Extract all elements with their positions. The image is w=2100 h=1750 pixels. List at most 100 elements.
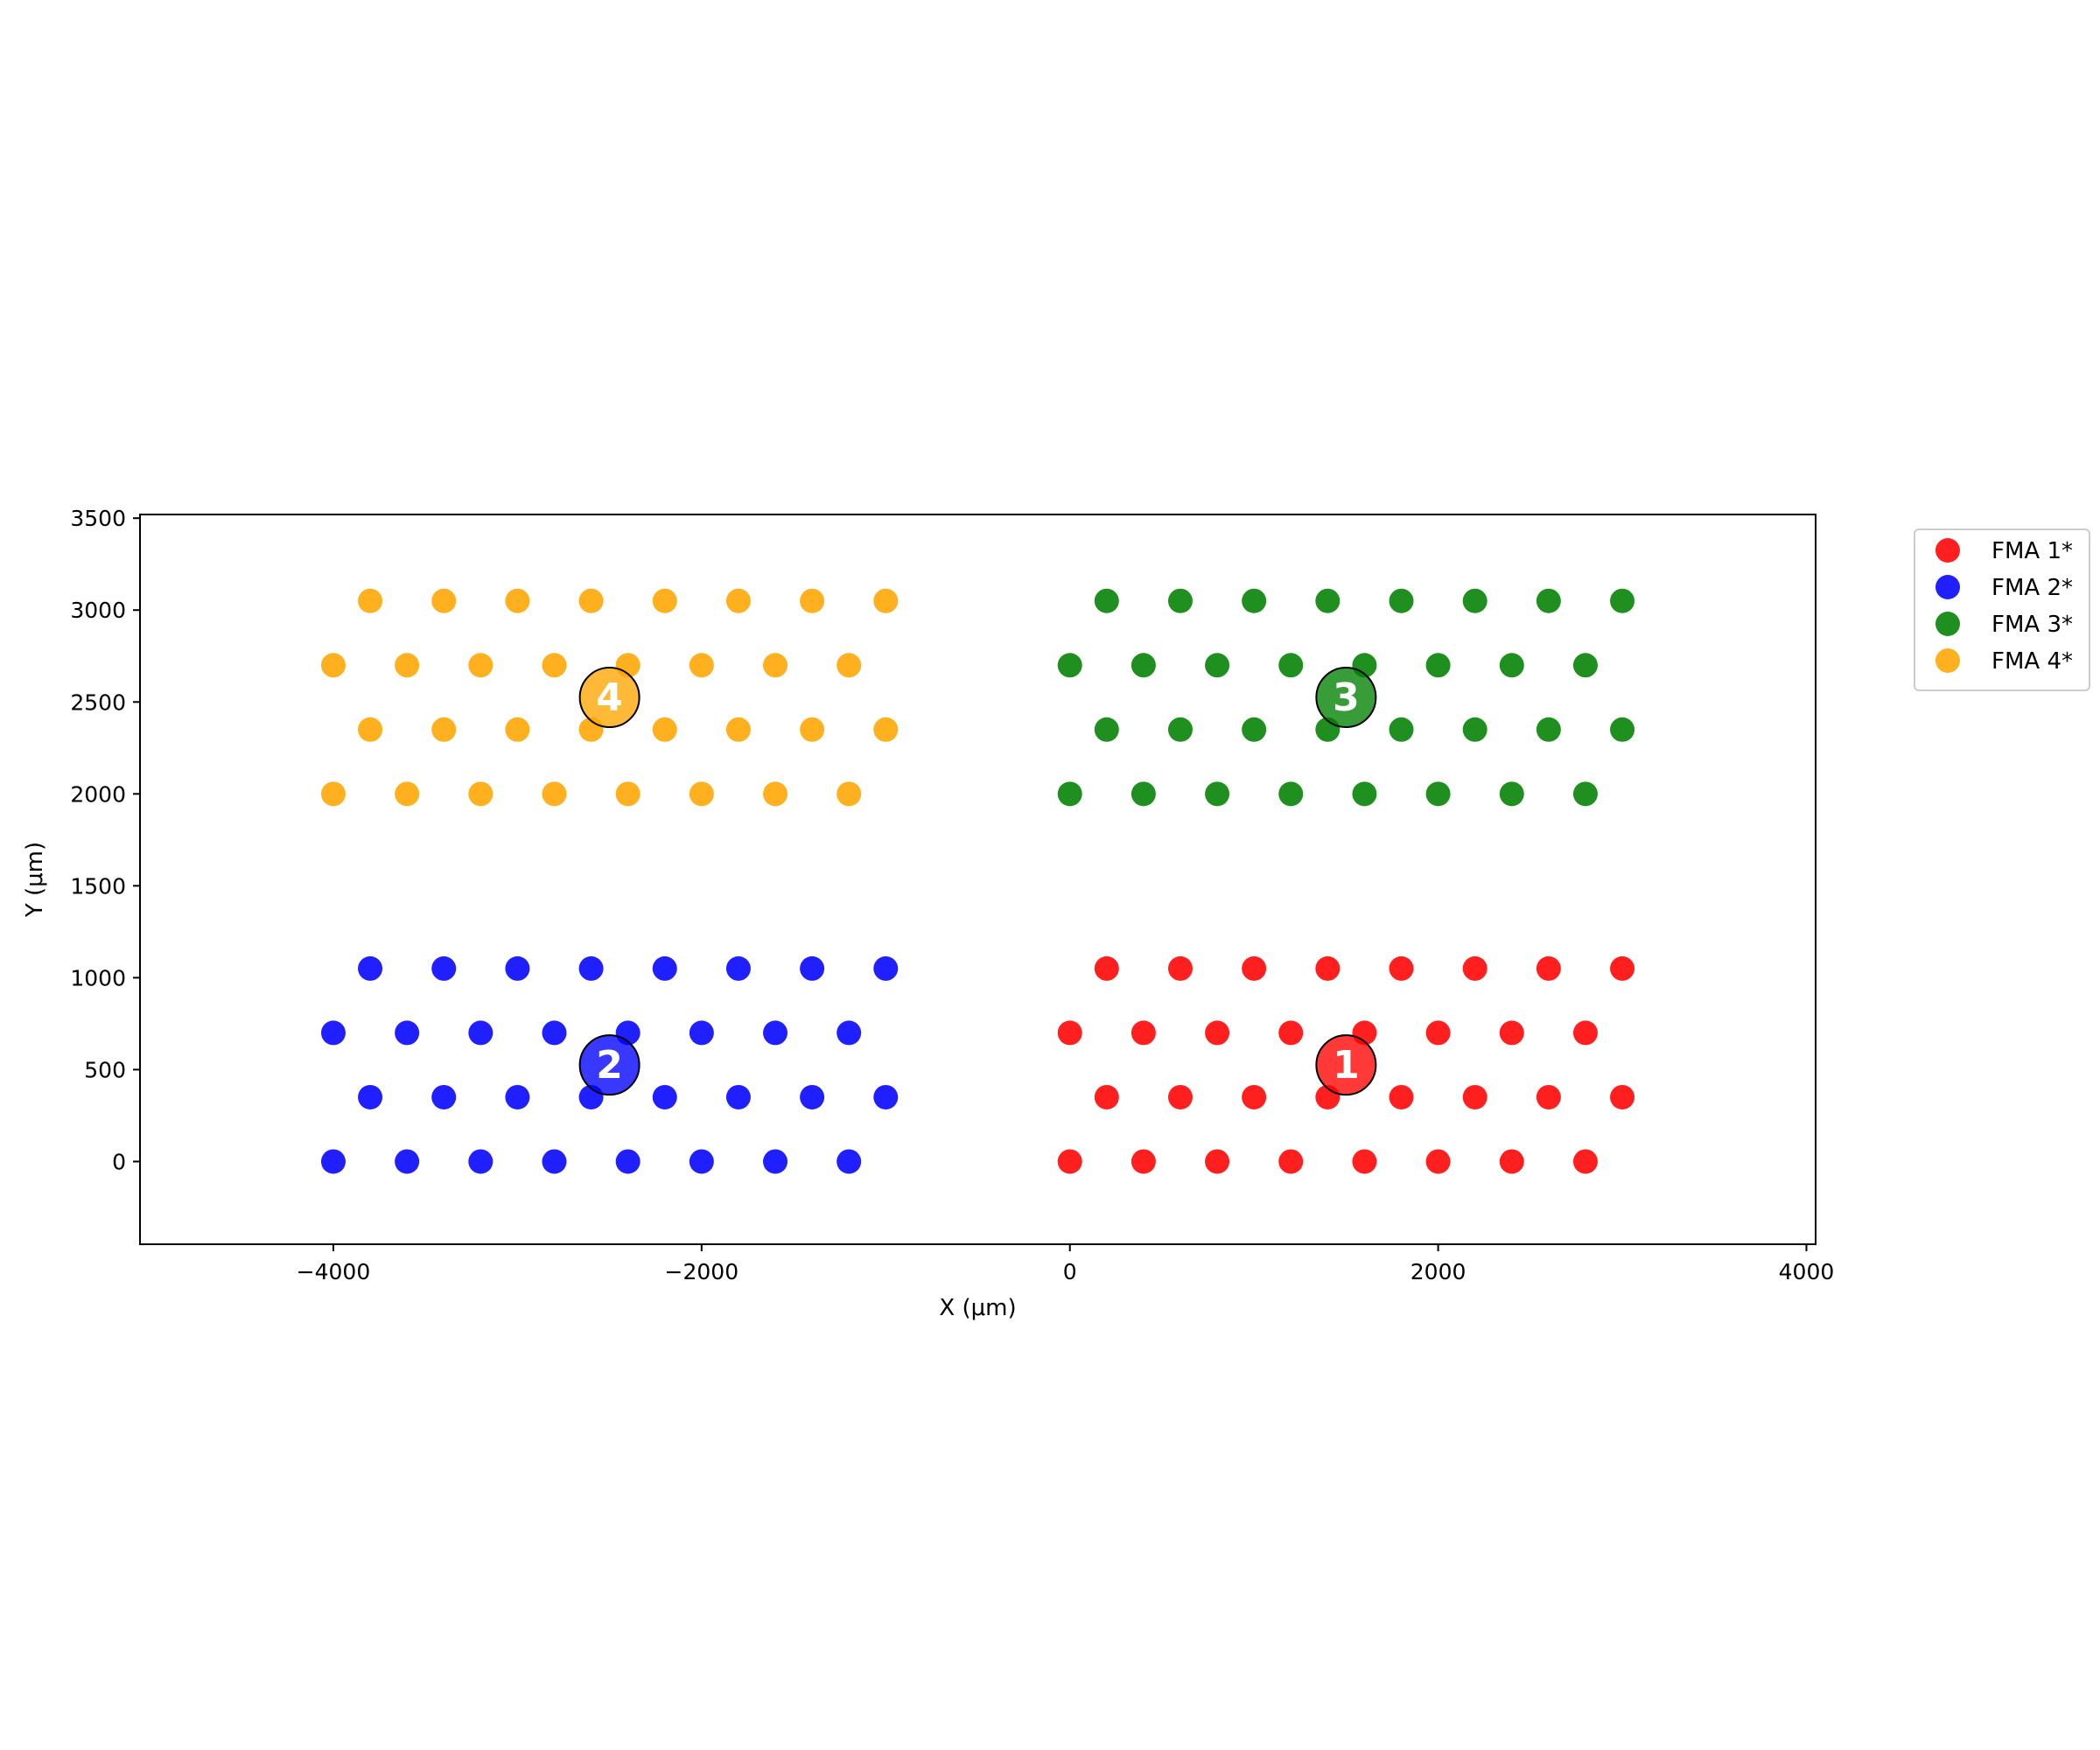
legend-label: FMA 4* xyxy=(1992,648,2073,675)
data-point xyxy=(542,781,567,807)
data-point xyxy=(431,956,457,981)
data-point xyxy=(358,588,383,613)
data-point xyxy=(1425,1149,1451,1174)
y-axis-ticks: 0 500 1000 1500 2000 2500 3000 3500 xyxy=(70,506,140,1174)
center-marker xyxy=(578,667,640,729)
data-point xyxy=(1315,588,1340,613)
data-point xyxy=(1130,1020,1156,1046)
legend-marker xyxy=(1936,575,1960,599)
data-point xyxy=(320,653,346,678)
data-point xyxy=(1536,1084,1561,1110)
data-point xyxy=(1572,1149,1598,1174)
x-tick-label: −2000 xyxy=(665,1259,739,1284)
data-point xyxy=(578,956,604,981)
data-point xyxy=(836,1020,862,1046)
y-tick-label: 0 xyxy=(112,1149,126,1174)
data-point xyxy=(1057,1020,1082,1046)
data-point xyxy=(1462,1084,1488,1110)
y-tick-label: 1500 xyxy=(70,873,126,899)
data-point xyxy=(468,653,494,678)
data-point xyxy=(873,956,899,981)
data-point xyxy=(1278,1020,1304,1046)
data-point xyxy=(1130,781,1156,807)
data-point xyxy=(689,781,714,807)
legend-label: FMA 3* xyxy=(1992,612,2073,638)
data-point xyxy=(1094,588,1119,613)
data-point xyxy=(689,1020,714,1046)
y-tick-label: 1000 xyxy=(70,965,126,990)
data-point xyxy=(1499,653,1524,678)
data-point xyxy=(1057,781,1082,807)
data-point xyxy=(652,956,677,981)
y-tick-label: 3500 xyxy=(70,506,126,531)
data-point xyxy=(1167,1084,1193,1110)
data-point xyxy=(542,1020,567,1046)
y-axis-label: Y (μm) xyxy=(22,842,48,918)
data-point xyxy=(320,1020,346,1046)
data-point xyxy=(1389,956,1414,981)
data-point xyxy=(1389,1084,1414,1110)
data-point xyxy=(763,1149,788,1174)
data-point xyxy=(873,588,899,613)
data-point xyxy=(1389,588,1414,613)
x-axis-label: X (μm) xyxy=(939,1295,1016,1321)
data-point xyxy=(1278,781,1304,807)
data-point xyxy=(800,717,825,742)
data-point xyxy=(431,588,457,613)
legend-box xyxy=(1914,528,2090,691)
data-point xyxy=(578,588,604,613)
data-point xyxy=(1536,588,1561,613)
data-point xyxy=(431,717,457,742)
data-point xyxy=(725,1084,751,1110)
data-point xyxy=(800,956,825,981)
data-point xyxy=(1425,1020,1451,1046)
data-point xyxy=(358,956,383,981)
data-point xyxy=(1536,956,1561,981)
center-marker xyxy=(578,1034,640,1096)
data-point xyxy=(505,588,530,613)
data-point xyxy=(395,1149,420,1174)
data-point xyxy=(1462,717,1488,742)
data-point xyxy=(615,1149,640,1174)
x-tick-label: 4000 xyxy=(1779,1259,1835,1284)
data-point xyxy=(652,1084,677,1110)
center-marker-label: 1 xyxy=(1333,1043,1360,1088)
data-point xyxy=(395,1020,420,1046)
data-point xyxy=(1242,956,1267,981)
data-point xyxy=(1057,653,1082,678)
y-tick-label: 2000 xyxy=(70,781,126,807)
data-point xyxy=(505,717,530,742)
data-point xyxy=(1425,653,1451,678)
center-marker xyxy=(1315,1034,1377,1096)
data-point xyxy=(1278,1149,1304,1174)
center-marker-label: 3 xyxy=(1333,676,1360,720)
y-tick-label: 3000 xyxy=(70,598,126,623)
data-point xyxy=(505,956,530,981)
legend-marker xyxy=(1936,648,1960,673)
data-point xyxy=(836,653,862,678)
data-point xyxy=(1610,1084,1635,1110)
data-point xyxy=(320,1149,346,1174)
legend-marker xyxy=(1936,612,1960,636)
data-point xyxy=(1278,653,1304,678)
data-point xyxy=(1167,956,1193,981)
data-point xyxy=(1130,653,1156,678)
data-point xyxy=(615,781,640,807)
data-point xyxy=(1610,956,1635,981)
data-point xyxy=(800,1084,825,1110)
data-point xyxy=(1205,1149,1230,1174)
data-point xyxy=(689,653,714,678)
data-point xyxy=(689,1149,714,1174)
legend-marker xyxy=(1936,538,1960,563)
data-point xyxy=(1167,588,1193,613)
data-point xyxy=(1572,781,1598,807)
data-point xyxy=(1352,1149,1377,1174)
data-point xyxy=(1572,1020,1598,1046)
data-point xyxy=(542,1149,567,1174)
data-point xyxy=(1389,717,1414,742)
data-point xyxy=(1610,717,1635,742)
data-point xyxy=(725,956,751,981)
data-point xyxy=(1499,1020,1524,1046)
data-point xyxy=(1242,1084,1267,1110)
data-point xyxy=(1610,588,1635,613)
